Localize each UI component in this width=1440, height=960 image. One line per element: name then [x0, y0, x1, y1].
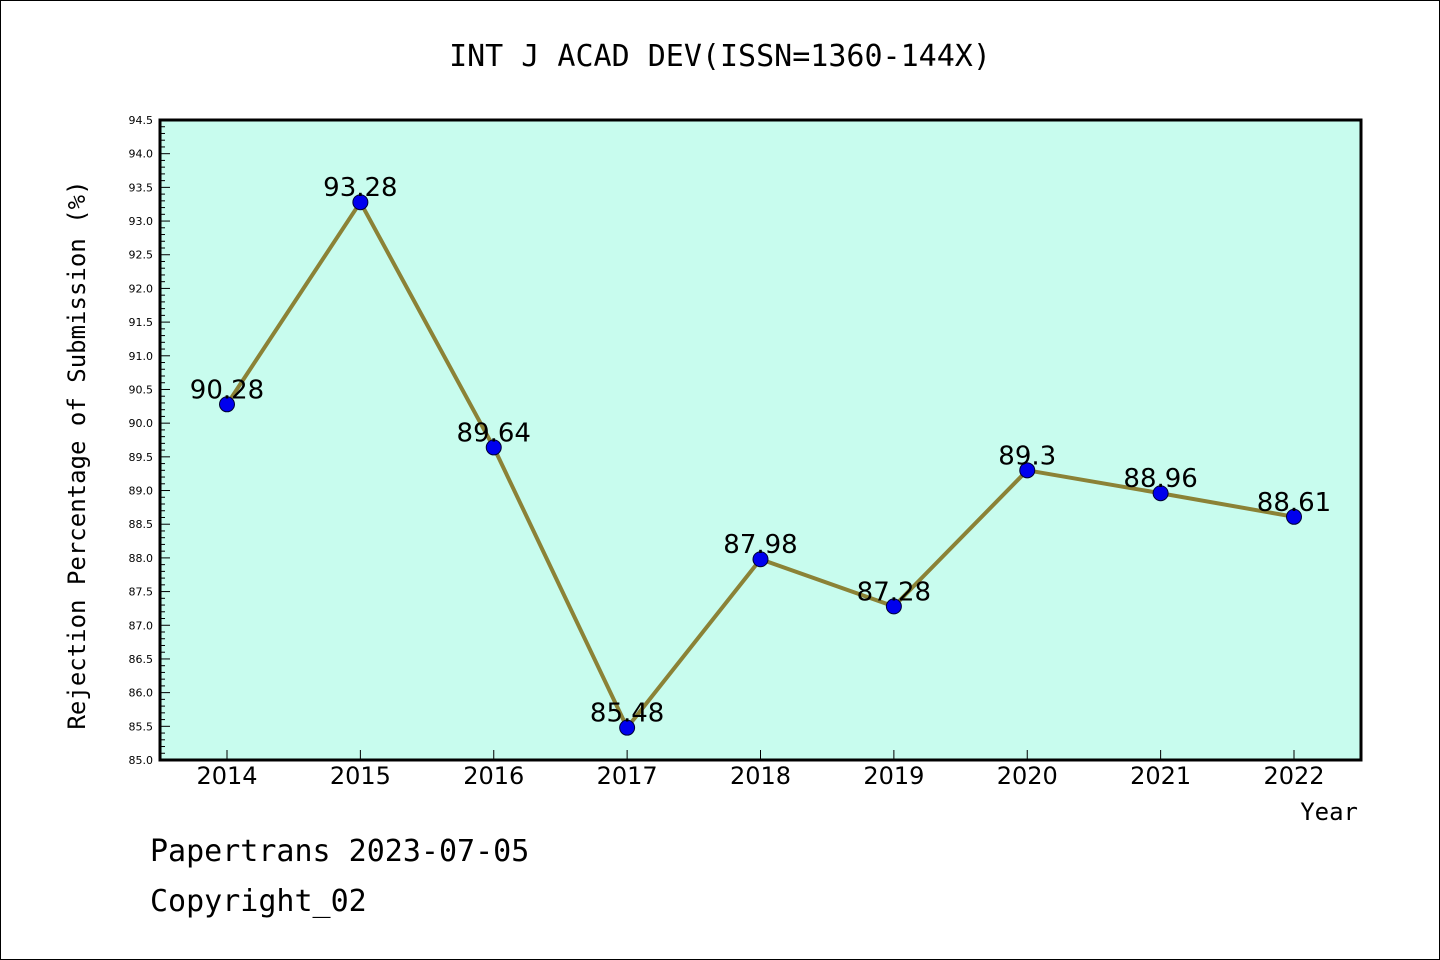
y-axis-title: Rejection Percentage of Submission (%)	[63, 180, 91, 729]
y-tick-label: 91.5	[129, 316, 154, 329]
data-point	[219, 396, 235, 413]
y-tick-label: 86.5	[129, 653, 154, 666]
x-tick-label: 2016	[463, 762, 524, 790]
data-point	[1286, 508, 1302, 525]
data-label: 89.3	[998, 441, 1056, 471]
y-tick-label: 94.0	[129, 148, 154, 161]
data-label: 89.64	[457, 418, 531, 448]
y-tick-label: 85.5	[129, 720, 154, 733]
y-tick-label: 94.5	[129, 114, 154, 127]
data-point	[885, 598, 902, 615]
data-point	[1019, 462, 1036, 479]
data-label: 85.48	[590, 699, 664, 729]
x-axis: 2014 2015 2016 2017 2018 2019 2020 2021 2022	[196, 750, 1325, 790]
data-label: 87.28	[857, 577, 931, 607]
x-tick-label: 2017	[597, 762, 658, 790]
x-tick-label: 2019	[863, 762, 924, 790]
series-points-group	[219, 194, 1302, 736]
data-point	[619, 719, 636, 736]
data-label: 93.28	[323, 173, 397, 203]
x-tick-label: 2018	[730, 762, 791, 790]
y-tick-label: 92.5	[129, 249, 154, 262]
data-label: 90.28	[190, 375, 264, 405]
y-tick-label: 89.0	[129, 485, 154, 498]
chart-title: INT J ACAD DEV(ISSN=1360-144X)	[449, 39, 991, 74]
y-tick-label: 92.0	[129, 282, 154, 295]
x-tick-label: 2021	[1130, 762, 1191, 790]
x-tick-label: 2014	[196, 762, 257, 790]
x-tick-label: 2020	[997, 762, 1058, 790]
y-axis: 85.0 85.5 86.0 86.5 87.0 87.5 88.0 88.5 89.0 89.5…	[129, 114, 170, 767]
x-tick-label: 2022	[1263, 762, 1324, 790]
footer-date: Papertrans 2023-07-05	[150, 834, 530, 869]
y-tick-label: 89.5	[129, 451, 154, 464]
y-tick-label: 93.0	[129, 215, 154, 228]
data-point	[352, 194, 369, 211]
plot-area	[158, 118, 1363, 762]
data-labels-group: 90.28 93.28 89.64 85.48 87.98 87.28 89.3 88.96 8…	[190, 173, 1331, 728]
y-tick-label: 90.5	[129, 383, 154, 396]
data-point	[1152, 485, 1169, 502]
y-tick-label: 88.5	[129, 518, 154, 531]
data-point	[485, 439, 502, 456]
data-label: 87.98	[723, 530, 797, 560]
data-label: 88.96	[1123, 464, 1197, 494]
y-tick-label: 90.0	[129, 417, 154, 430]
y-tick-label: 87.0	[129, 619, 154, 632]
data-point	[752, 551, 769, 568]
x-tick-label: 2015	[330, 762, 391, 790]
data-label: 88.61	[1257, 488, 1331, 518]
y-tick-label: 85.0	[129, 754, 154, 767]
y-tick-label: 86.0	[129, 687, 154, 700]
y-tick-label: 87.5	[129, 586, 154, 599]
x-axis-title: Year	[1300, 798, 1358, 826]
y-tick-label: 93.5	[129, 181, 154, 194]
y-tick-label: 88.0	[129, 552, 154, 565]
y-tick-label: 91.0	[129, 350, 154, 363]
footer-copyright: Copyright_02	[150, 884, 367, 919]
